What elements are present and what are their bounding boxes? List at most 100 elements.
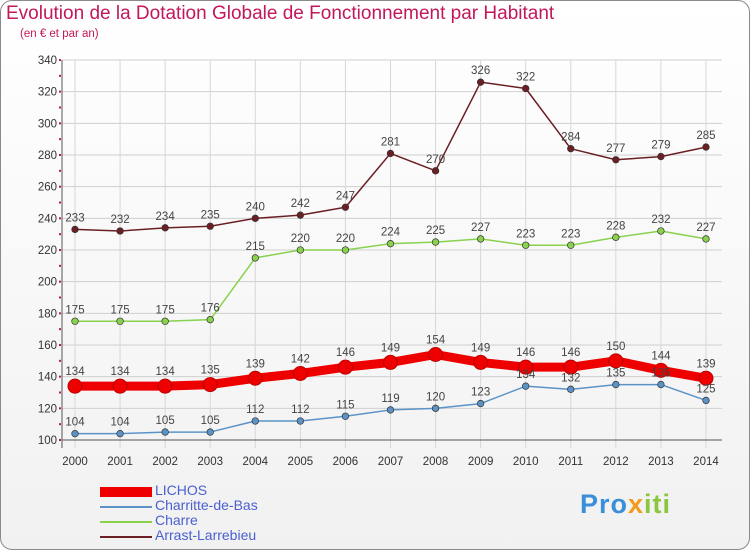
data-label: 135 xyxy=(606,368,625,380)
y-tick-label: 320 xyxy=(38,87,57,99)
data-point xyxy=(341,412,350,420)
data-label: 134 xyxy=(110,366,130,378)
data-label: 144 xyxy=(651,350,671,362)
data-point xyxy=(116,430,124,438)
data-point xyxy=(116,317,124,325)
data-label: 134 xyxy=(156,366,176,378)
data-point xyxy=(247,370,263,386)
data-label: 285 xyxy=(696,130,715,142)
data-label: 175 xyxy=(156,304,175,316)
x-tick-label: 2002 xyxy=(152,456,178,468)
data-point xyxy=(71,225,79,234)
data-label: 232 xyxy=(110,214,129,226)
legend-label: Charritte-de-Bas xyxy=(155,497,258,513)
y-minor-tick xyxy=(59,185,61,188)
data-label: 326 xyxy=(471,65,490,77)
data-label: 125 xyxy=(696,383,715,395)
y-minor-tick xyxy=(59,74,61,77)
data-label: 112 xyxy=(246,404,264,416)
data-point xyxy=(431,404,440,412)
data-label: 225 xyxy=(426,225,445,237)
data-point xyxy=(567,145,575,153)
data-label: 234 xyxy=(156,211,176,223)
data-label: 134 xyxy=(516,369,536,381)
data-point xyxy=(657,380,665,389)
y-minor-tick xyxy=(59,154,61,156)
data-point xyxy=(161,428,169,436)
data-point xyxy=(563,359,579,375)
x-tick-label: 2009 xyxy=(468,456,494,468)
data-point xyxy=(296,246,305,254)
data-point xyxy=(341,203,350,211)
data-point xyxy=(251,214,259,222)
x-tick-label: 2005 xyxy=(288,456,314,468)
data-point xyxy=(382,354,398,370)
y-minor-tick xyxy=(59,122,61,125)
x-tick-label: 2006 xyxy=(333,456,359,468)
x-tick-label: 2008 xyxy=(423,456,449,468)
data-label: 240 xyxy=(246,201,265,213)
data-label: 227 xyxy=(696,222,715,234)
data-point xyxy=(157,378,173,394)
data-label: 279 xyxy=(651,140,670,152)
data-label: 224 xyxy=(381,227,401,239)
data-label: 123 xyxy=(471,387,490,399)
x-tick-label: 2004 xyxy=(242,456,268,468)
data-point xyxy=(431,167,440,175)
y-tick-label: 340 xyxy=(38,55,57,67)
y-minor-tick xyxy=(59,312,61,315)
data-label: 215 xyxy=(246,241,265,253)
data-point xyxy=(476,235,485,243)
y-tick-label: 100 xyxy=(38,435,57,447)
data-label: 223 xyxy=(516,228,535,240)
data-label: 232 xyxy=(651,214,670,226)
data-label: 322 xyxy=(516,72,535,84)
data-point xyxy=(608,353,624,369)
y-minor-tick xyxy=(59,296,61,299)
data-point xyxy=(161,224,169,232)
data-point xyxy=(702,235,710,243)
data-point xyxy=(698,370,714,386)
data-label: 105 xyxy=(201,415,220,427)
y-minor-tick xyxy=(59,280,61,283)
data-label: 139 xyxy=(246,358,265,370)
legend: LICHOS Charritte-de-Bas Charre Arrast-Larre… xyxy=(100,482,360,544)
y-tick-label: 120 xyxy=(38,403,57,415)
y-minor-tick xyxy=(59,106,61,109)
y-minor-tick xyxy=(59,328,61,331)
data-point xyxy=(612,233,620,241)
y-minor-tick xyxy=(59,375,61,378)
y-minor-tick xyxy=(59,264,61,267)
data-label: 270 xyxy=(426,154,445,166)
data-point xyxy=(702,396,710,405)
legend-item: Charre xyxy=(100,512,360,529)
data-label: 175 xyxy=(65,304,84,316)
data-point xyxy=(116,227,124,235)
data-point xyxy=(612,380,620,389)
data-point xyxy=(341,246,350,254)
x-tick-label: 2000 xyxy=(62,456,88,468)
x-tick-label: 2010 xyxy=(513,456,539,468)
data-point xyxy=(251,254,259,262)
data-point xyxy=(206,222,214,230)
data-label: 220 xyxy=(336,233,355,245)
y-tick-label: 280 xyxy=(38,150,57,162)
y-minor-tick xyxy=(59,201,61,204)
data-point xyxy=(518,359,534,375)
y-minor-tick xyxy=(59,249,61,251)
x-tick-label: 2007 xyxy=(378,456,404,468)
data-point xyxy=(653,362,669,378)
data-label: 146 xyxy=(516,347,535,359)
data-label: 281 xyxy=(381,136,400,148)
y-tick-label: 300 xyxy=(38,118,57,130)
y-minor-tick xyxy=(59,344,61,346)
data-point xyxy=(292,366,308,381)
y-minor-tick xyxy=(59,359,61,362)
y-minor-tick xyxy=(59,391,61,394)
data-point xyxy=(612,156,620,164)
y-minor-tick xyxy=(59,217,61,220)
data-label: 284 xyxy=(561,132,581,144)
data-label: 142 xyxy=(291,354,310,366)
data-label: 135 xyxy=(201,365,220,377)
